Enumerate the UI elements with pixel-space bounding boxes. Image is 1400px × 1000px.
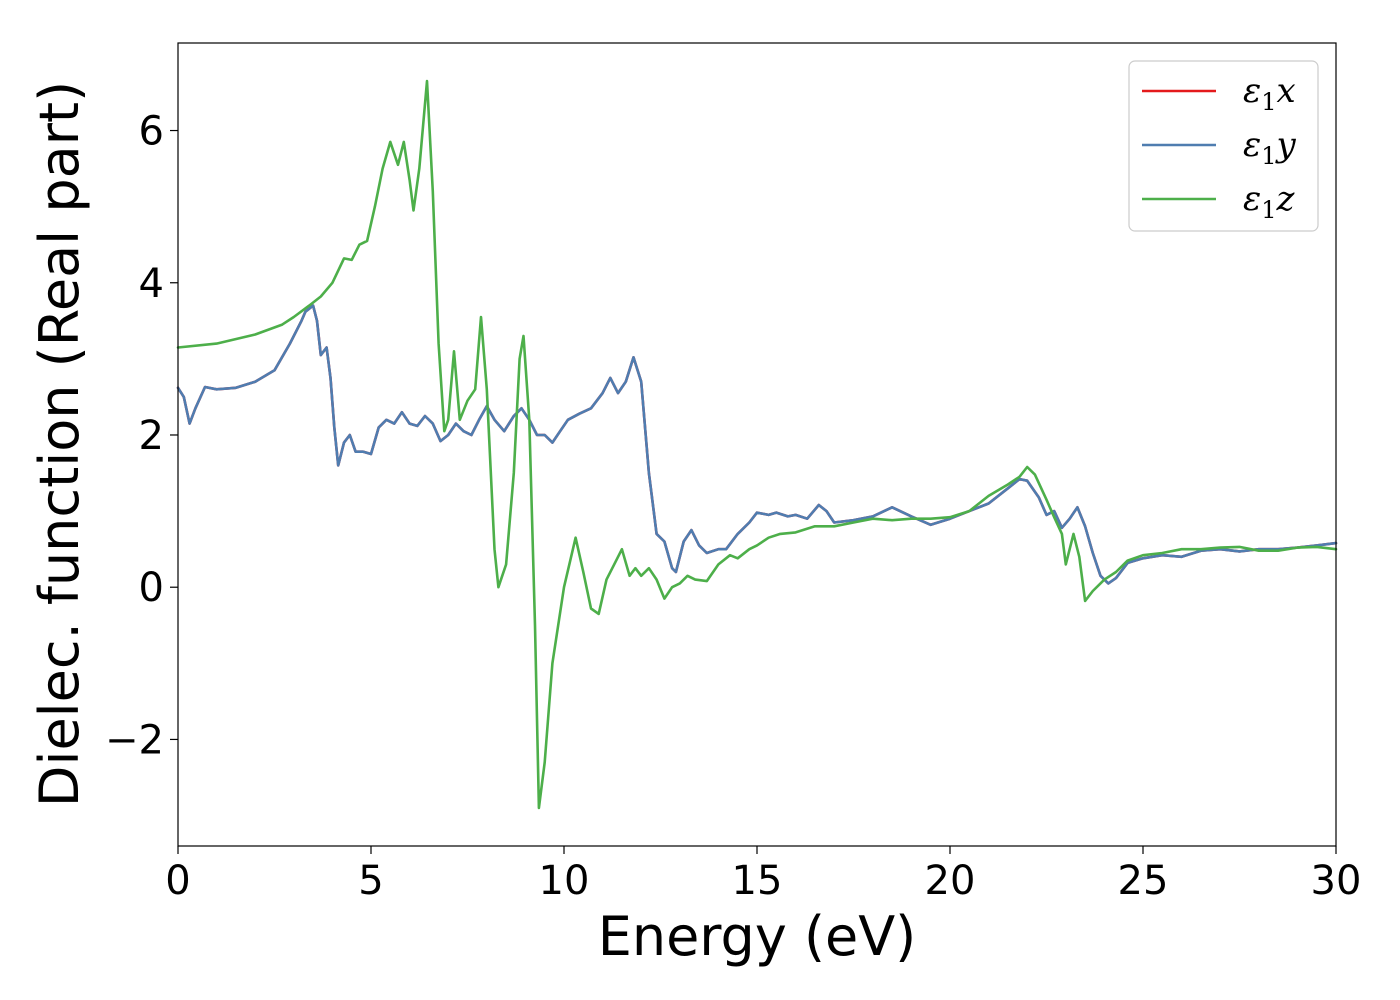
legend: ε1x ε1y ε1z (1128, 60, 1319, 232)
x-axis-title: Energy (eV) (598, 905, 917, 968)
legend-box (1128, 60, 1319, 232)
x-tick-label: 15 (732, 858, 783, 904)
y-tick-label: 2 (139, 413, 164, 459)
y-tick-label: 4 (139, 261, 164, 307)
x-tick-label: 5 (358, 858, 383, 904)
legend-label-y: ε1y (1243, 125, 1297, 170)
y-tick-label: −2 (105, 717, 164, 763)
series-line-z (176, 79, 1338, 810)
y-tick-label: 6 (139, 109, 164, 155)
x-tick-label: 20 (925, 858, 976, 904)
series-layer (176, 79, 1338, 810)
x-tick-label: 0 (165, 858, 190, 904)
series-line-y (176, 304, 1338, 585)
legend-label-x: ε1x (1243, 71, 1296, 116)
legend-label-z: ε1z (1243, 179, 1296, 224)
x-tick-label: 30 (1311, 858, 1362, 904)
y-axis-title: Dielec. function (Real part) (28, 81, 91, 807)
y-axis-ticks: −2 0 2 4 6 (105, 109, 178, 763)
x-tick-label: 25 (1118, 858, 1169, 904)
x-tick-label: 10 (539, 858, 590, 904)
x-axis-ticks: 0 5 10 15 20 25 30 (165, 846, 1361, 904)
y-tick-label: 0 (139, 565, 164, 611)
